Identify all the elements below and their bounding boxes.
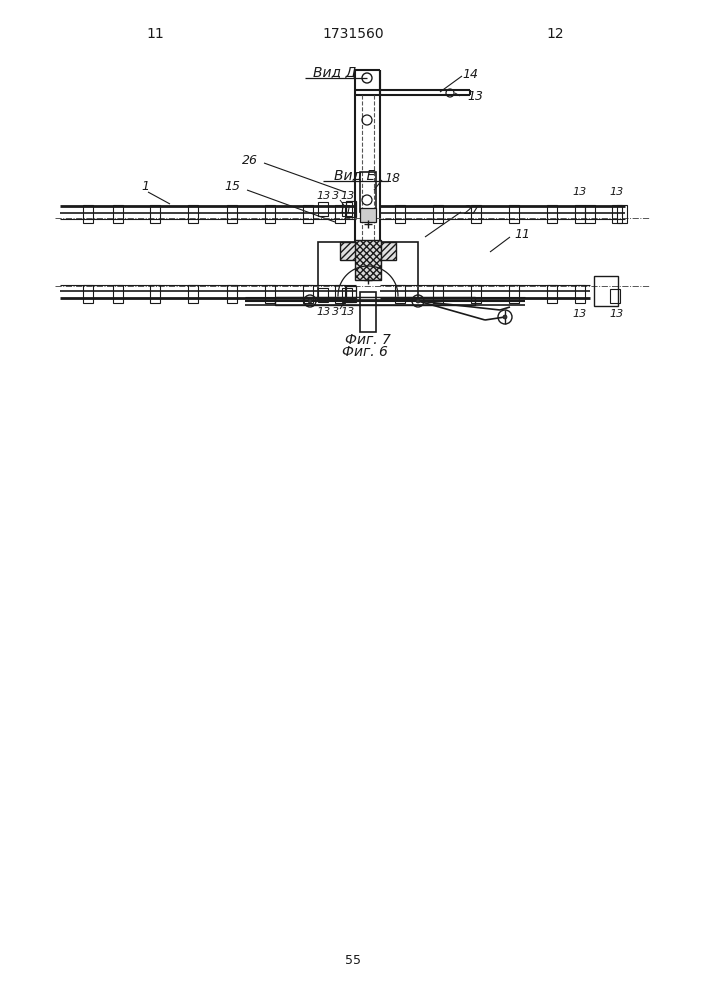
Text: 13: 13 bbox=[573, 187, 587, 197]
Bar bbox=[360, 292, 376, 332]
Bar bbox=[575, 205, 585, 223]
Text: 15: 15 bbox=[224, 180, 240, 194]
Text: Фиг. 7: Фиг. 7 bbox=[345, 333, 391, 347]
Bar bbox=[265, 205, 275, 223]
Text: 1: 1 bbox=[141, 180, 149, 192]
Text: 11: 11 bbox=[514, 229, 530, 241]
Bar bbox=[617, 205, 627, 223]
Bar bbox=[509, 285, 519, 303]
Bar bbox=[318, 242, 418, 300]
Bar bbox=[612, 205, 622, 223]
Circle shape bbox=[503, 315, 507, 319]
Bar bbox=[509, 205, 519, 223]
Bar bbox=[433, 285, 443, 303]
Text: 3: 3 bbox=[332, 307, 339, 317]
Bar bbox=[113, 205, 123, 223]
Text: 11: 11 bbox=[146, 27, 164, 41]
Bar bbox=[610, 289, 620, 303]
Text: 13: 13 bbox=[317, 307, 331, 317]
Text: 18: 18 bbox=[384, 172, 400, 184]
Text: 13: 13 bbox=[341, 307, 355, 317]
Bar bbox=[303, 205, 313, 223]
Text: 1731560: 1731560 bbox=[322, 27, 384, 41]
Text: Вид Д: Вид Д bbox=[313, 65, 357, 79]
Text: 27: 27 bbox=[464, 204, 480, 217]
Bar bbox=[188, 285, 198, 303]
Bar bbox=[265, 285, 275, 303]
Bar bbox=[378, 242, 396, 260]
Text: 3: 3 bbox=[332, 191, 339, 201]
Text: 55: 55 bbox=[345, 954, 361, 966]
Bar bbox=[471, 205, 481, 223]
Bar bbox=[395, 285, 405, 303]
Bar bbox=[360, 172, 376, 212]
Text: Фиг. 6: Фиг. 6 bbox=[342, 345, 388, 359]
Bar bbox=[547, 285, 557, 303]
Bar bbox=[335, 205, 345, 223]
Bar bbox=[346, 286, 356, 302]
Bar bbox=[83, 205, 93, 223]
Bar bbox=[433, 205, 443, 223]
Bar bbox=[150, 205, 160, 223]
Text: 13: 13 bbox=[467, 90, 483, 103]
Bar bbox=[113, 285, 123, 303]
Text: 13: 13 bbox=[610, 309, 624, 319]
Text: Вид Е: Вид Е bbox=[334, 168, 375, 182]
Bar bbox=[275, 297, 475, 305]
Bar bbox=[340, 242, 358, 260]
Bar bbox=[150, 285, 160, 303]
Circle shape bbox=[416, 299, 420, 303]
Text: 13: 13 bbox=[573, 309, 587, 319]
Text: 13: 13 bbox=[317, 191, 331, 201]
Bar bbox=[594, 276, 618, 306]
Text: 13: 13 bbox=[610, 187, 624, 197]
Text: 11: 11 bbox=[339, 205, 353, 215]
Bar bbox=[346, 201, 356, 217]
Text: 26: 26 bbox=[242, 153, 258, 166]
Bar bbox=[83, 285, 93, 303]
Bar bbox=[227, 205, 237, 223]
Circle shape bbox=[308, 299, 312, 303]
Bar bbox=[335, 285, 345, 303]
Bar bbox=[547, 205, 557, 223]
Bar bbox=[585, 205, 595, 223]
Bar bbox=[471, 285, 481, 303]
Text: 12: 12 bbox=[547, 27, 563, 41]
Bar bbox=[355, 240, 381, 280]
Bar bbox=[318, 202, 328, 216]
Bar bbox=[360, 208, 376, 222]
Bar bbox=[318, 288, 328, 302]
Bar bbox=[303, 285, 313, 303]
Bar bbox=[227, 285, 237, 303]
Bar bbox=[342, 202, 352, 216]
Bar bbox=[575, 285, 585, 303]
Text: 13: 13 bbox=[341, 191, 355, 201]
Bar bbox=[342, 288, 352, 302]
Bar bbox=[395, 205, 405, 223]
Text: 14: 14 bbox=[462, 68, 478, 81]
Bar bbox=[188, 205, 198, 223]
